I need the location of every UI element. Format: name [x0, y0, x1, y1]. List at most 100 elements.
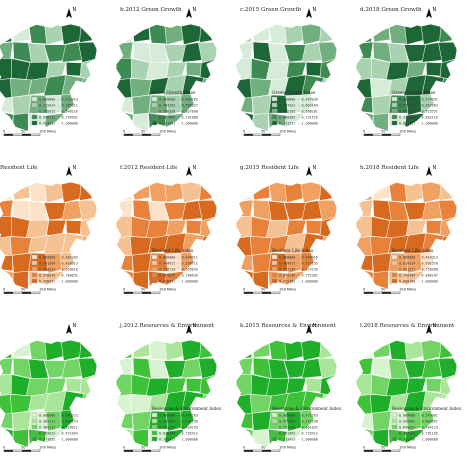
- district-region: [354, 183, 372, 202]
- district-region: [145, 61, 170, 81]
- legend-label: 0.000000 - 0.301212: [39, 413, 78, 417]
- legend: Green Growth Index 0.000000 - 0.574951 0.5…: [391, 90, 438, 125]
- district-region: [251, 23, 271, 43]
- legend-title: Resident Life Index: [152, 248, 194, 253]
- district-region: [79, 22, 98, 43]
- map-panel: d.2018 Green Growth N Green Growth Index 0.…: [353, 7, 458, 136]
- district-region: [25, 219, 50, 239]
- legend-swatch: [151, 254, 158, 260]
- scale-label: 50: [381, 130, 386, 134]
- scale-label: 0: [123, 288, 126, 292]
- district-region: [11, 252, 32, 273]
- legend-label: 0.000000 - 0.444911: [159, 255, 198, 259]
- district-region: [65, 219, 82, 235]
- district-region: [60, 180, 82, 203]
- legend-label: 0.671055 - 1.000000: [39, 437, 78, 441]
- legend-swatch: [271, 260, 278, 266]
- legend-title: Green Growth Index: [152, 90, 196, 95]
- district-region: [318, 110, 338, 132]
- legend-swatch: [391, 260, 398, 266]
- district-region: [11, 181, 31, 201]
- legend-label: 0.000000 - 0.301203: [39, 255, 78, 259]
- scale-label: 50: [381, 446, 386, 450]
- district-region: [0, 199, 14, 220]
- district-region: [199, 22, 218, 43]
- district-region: [385, 61, 410, 81]
- panel-title: j.2012 Resources & Environment: [119, 323, 215, 329]
- district-region: [319, 180, 338, 201]
- legend: Resources & Environment Index 0.000000 - …: [391, 406, 462, 441]
- north-label: N: [433, 323, 437, 329]
- legend-swatch: [31, 278, 38, 284]
- legend-label: 0.706621 - 1.000000: [159, 279, 198, 283]
- legend-label: 0.000000 - 0.471263: [279, 413, 318, 417]
- scale-label: 0: [3, 130, 6, 134]
- legend-swatch: [151, 436, 158, 442]
- legend-label: 0.469017 - 0.577195: [279, 261, 318, 265]
- north-arrow-icon: N: [306, 165, 317, 176]
- district-region: [300, 180, 322, 203]
- panel-title: h.2018 Resident Life: [360, 165, 420, 171]
- scale-label: 0: [3, 288, 6, 292]
- district-region: [114, 341, 132, 360]
- district-region: [11, 410, 32, 431]
- scale-label: 100 Miles: [159, 130, 176, 134]
- legend-label: 0.385912 - 0.548210: [39, 109, 78, 113]
- district-region: [114, 110, 134, 132]
- legend-swatch: [271, 424, 278, 430]
- north-label: N: [73, 323, 77, 329]
- panel-title: d.2018 Green Growth: [360, 7, 422, 13]
- legend-swatch: [271, 278, 278, 284]
- legend-label: 0.620194 - 0.705412: [159, 431, 198, 435]
- scale-label: 50: [261, 288, 266, 292]
- scale-bar: 0 50 100 Miles: [3, 446, 56, 452]
- district-region: [425, 61, 442, 77]
- legend-label: 0.808108 - 1.000000: [399, 279, 438, 283]
- scale-label: 0: [243, 446, 246, 450]
- legend-swatch: [151, 424, 158, 430]
- legend-label: 0.000000 - 0.469016: [279, 255, 318, 259]
- legend-title: Resources & Environment Index: [152, 406, 222, 411]
- district-region: [234, 412, 254, 430]
- legend-label: 0.551239 - 0.620193: [159, 425, 198, 429]
- map-panel: g.2015 Resident Life N Resident Life Index…: [233, 165, 338, 294]
- legend-label: 0.409215 - 0.529011: [39, 425, 78, 429]
- scale-bar: 0 50 100 Miles: [3, 288, 56, 294]
- district-region: [131, 94, 152, 115]
- district-region: [265, 377, 290, 397]
- legend-swatch: [151, 266, 158, 272]
- legend: Resources & Environment Index 0.000000 - …: [271, 406, 342, 442]
- district-region: [114, 254, 134, 272]
- legend: 0.000000 - 0.301203 0.301204 - 0.420013 0.…: [31, 254, 78, 284]
- legend-label: 0.627899 - 0.701860: [159, 115, 198, 119]
- scale-label: 50: [381, 288, 386, 292]
- north-label: N: [193, 7, 197, 13]
- legend-label: 0.574952 - 0.657303: [399, 103, 438, 107]
- legend: 0.000000 - 0.301212 0.301213 - 0.409214 0.…: [31, 412, 78, 441]
- legend-swatch: [271, 436, 278, 442]
- scale-label: 100 Miles: [159, 288, 176, 292]
- panel-title: Resident Life: [0, 165, 38, 171]
- district-region: [11, 339, 31, 359]
- scale-label: 50: [261, 130, 266, 134]
- district-region: [79, 180, 98, 201]
- scale-label: 50: [141, 130, 146, 134]
- north-arrow-icon: N: [186, 165, 197, 176]
- scale-label: 0: [123, 446, 126, 450]
- legend-swatch: [271, 412, 278, 418]
- district-region: [438, 110, 458, 132]
- scale-label: 0: [363, 288, 366, 292]
- district-region: [371, 94, 392, 115]
- panel-title: f.2012 Resident Life: [120, 165, 178, 171]
- district-region: [355, 199, 374, 220]
- district-region: [234, 426, 254, 448]
- district-region: [60, 22, 82, 45]
- district-region: [180, 180, 202, 203]
- legend-swatch: [391, 278, 398, 284]
- legend-swatch: [271, 430, 278, 436]
- district-region: [371, 339, 391, 359]
- legend-label: 0.701861 - 1.000000: [159, 121, 198, 125]
- district-region: [385, 377, 410, 397]
- map-panel: Resident Life N 0.000000 - 0.301203 0.30120…: [0, 165, 98, 294]
